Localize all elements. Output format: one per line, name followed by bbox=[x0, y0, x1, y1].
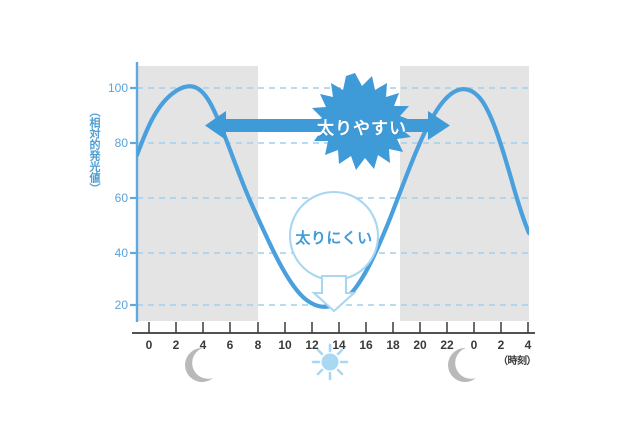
y-axis-label: （相対的発光値） bbox=[88, 106, 100, 194]
x-tick-label: 18 bbox=[386, 338, 400, 352]
x-tick-label: 6 bbox=[226, 338, 234, 352]
y-tick-label: 60 bbox=[114, 191, 128, 205]
x-tick-label: 22 bbox=[440, 338, 454, 352]
weight-resist-bubble bbox=[288, 190, 380, 313]
x-tick-label: 0 bbox=[470, 338, 478, 352]
y-tick-label: 40 bbox=[114, 246, 128, 260]
y-tick-label: 20 bbox=[114, 298, 128, 312]
x-axis-ticks bbox=[148, 322, 529, 333]
band-night-left bbox=[137, 66, 258, 321]
x-tick-label: 14 bbox=[332, 338, 346, 352]
x-tick-label: 4 bbox=[199, 338, 207, 352]
band-night-right bbox=[400, 66, 529, 321]
y-axis-ticks bbox=[130, 86, 137, 307]
sun-icon bbox=[311, 343, 349, 381]
x-tick-label: 10 bbox=[278, 338, 292, 352]
x-axis-label: （時刻） bbox=[498, 356, 537, 367]
moon-icon-right bbox=[448, 347, 476, 382]
x-tick-label: 20 bbox=[413, 338, 427, 352]
x-tick-label: 8 bbox=[254, 338, 262, 352]
x-tick-label: 12 bbox=[305, 338, 319, 352]
x-tick-label: 16 bbox=[359, 338, 373, 352]
x-tick-label: 2 bbox=[497, 338, 505, 352]
y-tick-label: 80 bbox=[114, 136, 128, 150]
x-tick-label: 0 bbox=[145, 338, 153, 352]
y-tick-label: 100 bbox=[107, 81, 128, 95]
weight-gain-burst bbox=[309, 73, 413, 170]
x-tick-label: 4 bbox=[524, 338, 532, 352]
weight-gain-burst-label: 太りやすい bbox=[317, 119, 407, 138]
x-tick-label: 2 bbox=[172, 338, 180, 352]
weight-resist-bubble-label: 太りにくい bbox=[295, 230, 373, 247]
moon-icon-left bbox=[185, 347, 213, 382]
